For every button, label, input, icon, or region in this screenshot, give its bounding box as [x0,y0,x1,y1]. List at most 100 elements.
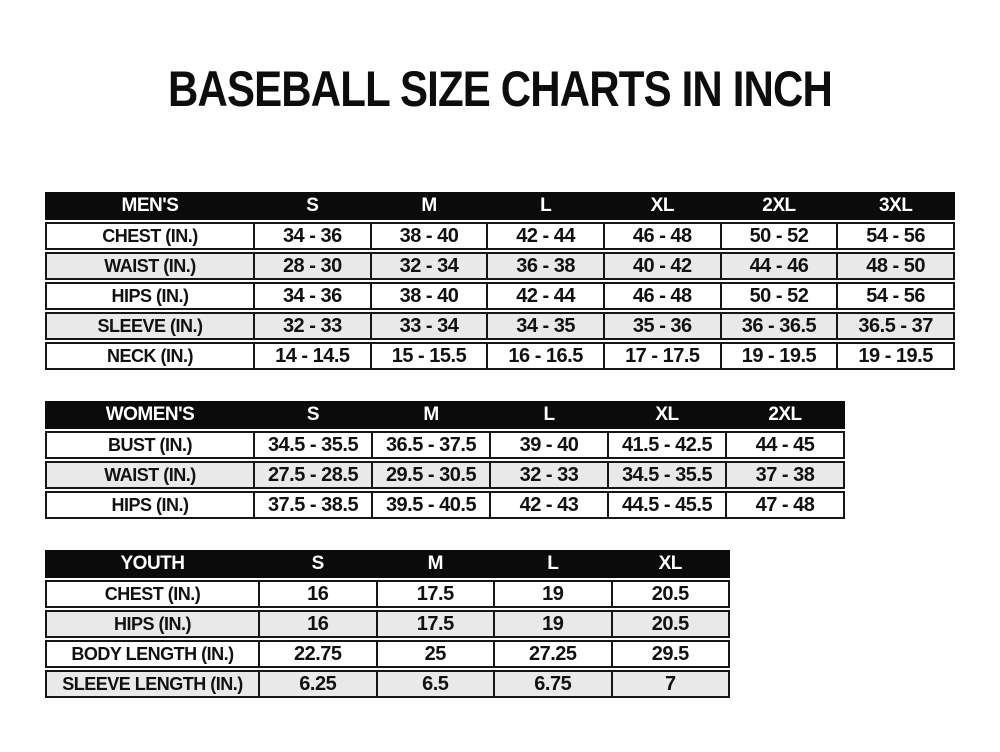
size-value-cell: 19 [495,580,613,608]
size-value-cell: 42 - 44 [488,222,605,250]
size-value-cell: 32 - 33 [255,312,372,340]
size-column-header: S [255,401,373,429]
size-value-cell: 20.5 [612,580,730,608]
size-value-cell: 29.5 [612,640,730,668]
size-column-header: M [371,192,489,220]
womens-table-title: WOMEN'S [45,401,255,429]
size-value-cell: 6.5 [377,670,495,698]
womens-size-table: WOMEN'S S M L XL 2XL BUST (IN.) 34.5 - 35.5 36.5… [45,399,845,521]
size-value-cell: 34 - 36 [255,282,372,310]
row-label: NECK (IN.) [45,342,255,370]
size-column-header: 2XL [721,192,839,220]
table-row: CHEST (IN.) 34 - 36 38 - 40 42 - 44 46 - 48 5… [45,222,955,250]
size-column-header: S [260,550,378,578]
row-label: HIPS (IN.) [45,610,260,638]
size-value-cell: 42 - 44 [488,282,605,310]
size-value-cell: 17.5 [377,580,495,608]
womens-header-row: WOMEN'S S M L XL 2XL [45,401,845,429]
size-value-cell: 39 - 40 [491,431,609,459]
row-label: SLEEVE LENGTH (IN.) [45,670,260,698]
row-label: HIPS (IN.) [45,491,255,519]
size-column-header: XL [612,550,730,578]
table-row: SLEEVE (IN.) 32 - 33 33 - 34 34 - 35 35 - 36… [45,312,955,340]
size-charts-container: MEN'S S M L XL 2XL 3XL CHEST (IN.) 34 - 36 38 - 4… [45,190,1000,700]
size-value-cell: 29.5 - 30.5 [373,461,491,489]
table-row: WAIST (IN.) 27.5 - 28.5 29.5 - 30.5 32 - 33… [45,461,845,489]
page-title: BASEBALL SIZE CHARTS IN INCH [167,61,833,117]
size-value-cell: 48 - 50 [838,252,955,280]
size-value-cell: 6.75 [495,670,613,698]
table-row: NECK (IN.) 14 - 14.5 15 - 15.5 16 - 16.5 17 … [45,342,955,370]
size-value-cell: 41.5 - 42.5 [609,431,727,459]
size-column-header: 2XL [727,401,845,429]
row-label: BUST (IN.) [45,431,255,459]
size-column-header: 3XL [838,192,955,220]
size-value-cell: 37 - 38 [727,461,845,489]
table-row: HIPS (IN.) 34 - 36 38 - 40 42 - 44 46 - 48 50… [45,282,955,310]
size-value-cell: 20.5 [612,610,730,638]
size-value-cell: 28 - 30 [255,252,372,280]
size-value-cell: 47 - 48 [727,491,845,519]
row-label: BODY LENGTH (IN.) [45,640,260,668]
size-value-cell: 16 [260,610,378,638]
mens-table-title: MEN'S [45,192,255,220]
size-value-cell: 25 [377,640,495,668]
size-value-cell: 19 - 19.5 [721,342,839,370]
size-value-cell: 22.75 [260,640,378,668]
size-column-header: S [255,192,372,220]
size-column-header: L [491,401,609,429]
size-value-cell: 46 - 48 [604,282,722,310]
row-label: WAIST (IN.) [45,252,255,280]
size-column-header: M [373,401,491,429]
size-value-cell: 34 - 35 [488,312,605,340]
size-column-header: M [377,550,495,578]
size-column-header: XL [609,401,727,429]
size-value-cell: 50 - 52 [721,282,839,310]
size-value-cell: 27.25 [495,640,613,668]
size-value-cell: 32 - 34 [371,252,489,280]
size-value-cell: 54 - 56 [838,282,955,310]
size-value-cell: 35 - 36 [604,312,722,340]
size-value-cell: 14 - 14.5 [255,342,372,370]
size-value-cell: 44 - 46 [721,252,839,280]
size-value-cell: 36 - 36.5 [721,312,839,340]
row-label: CHEST (IN.) [45,580,260,608]
table-row: CHEST (IN.) 16 17.5 19 20.5 [45,580,730,608]
size-value-cell: 19 [495,610,613,638]
mens-header-row: MEN'S S M L XL 2XL 3XL [45,192,955,220]
size-value-cell: 15 - 15.5 [371,342,489,370]
size-value-cell: 36.5 - 37 [838,312,955,340]
size-column-header: L [488,192,605,220]
size-value-cell: 32 - 33 [491,461,609,489]
row-label: WAIST (IN.) [45,461,255,489]
size-value-cell: 44.5 - 45.5 [609,491,727,519]
size-value-cell: 27.5 - 28.5 [255,461,373,489]
youth-table-title: YOUTH [45,550,260,578]
size-column-header: L [495,550,613,578]
row-label: SLEEVE (IN.) [45,312,255,340]
size-value-cell: 34.5 - 35.5 [609,461,727,489]
size-value-cell: 16 - 16.5 [488,342,605,370]
row-label: CHEST (IN.) [45,222,255,250]
size-value-cell: 50 - 52 [721,222,839,250]
table-row: BODY LENGTH (IN.) 22.75 25 27.25 29.5 [45,640,730,668]
youth-header-row: YOUTH S M L XL [45,550,730,578]
size-value-cell: 19 - 19.5 [838,342,955,370]
table-row: SLEEVE LENGTH (IN.) 6.25 6.5 6.75 7 [45,670,730,698]
size-value-cell: 6.25 [260,670,378,698]
youth-size-table: YOUTH S M L XL CHEST (IN.) 16 17.5 19 20.5 HIPS (I… [45,548,730,700]
size-value-cell: 17.5 [377,610,495,638]
size-value-cell: 44 - 45 [727,431,845,459]
size-value-cell: 33 - 34 [371,312,489,340]
table-row: BUST (IN.) 34.5 - 35.5 36.5 - 37.5 39 - 40 4… [45,431,845,459]
size-value-cell: 16 [260,580,378,608]
table-row: HIPS (IN.) 37.5 - 38.5 39.5 - 40.5 42 - 43 4… [45,491,845,519]
size-column-header: XL [604,192,722,220]
size-value-cell: 40 - 42 [604,252,722,280]
table-row: WAIST (IN.) 28 - 30 32 - 34 36 - 38 40 - 42 4… [45,252,955,280]
size-value-cell: 36 - 38 [488,252,605,280]
size-value-cell: 17 - 17.5 [604,342,722,370]
row-label: HIPS (IN.) [45,282,255,310]
size-value-cell: 38 - 40 [371,282,489,310]
mens-size-table: MEN'S S M L XL 2XL 3XL CHEST (IN.) 34 - 36 38 - 4… [45,190,955,372]
